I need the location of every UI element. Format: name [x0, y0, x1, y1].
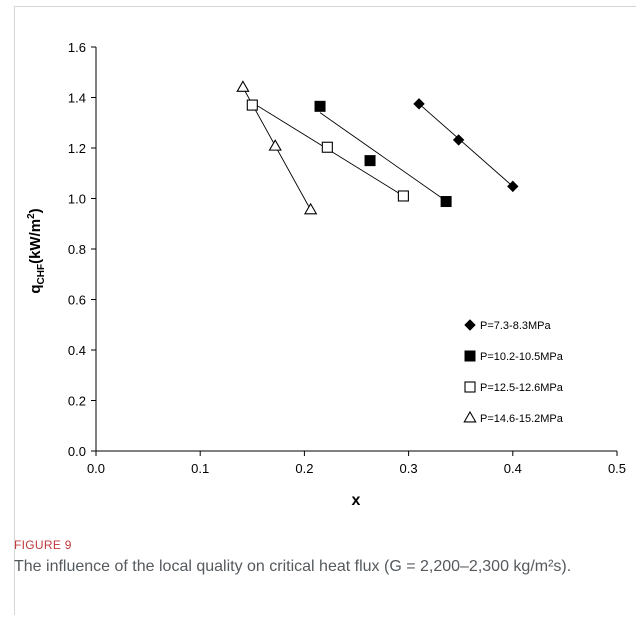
- y-tick-label: 1.6: [68, 40, 86, 55]
- y-axis-label: qCHF(kW/m2): [26, 208, 47, 293]
- x-axis-label: x: [352, 492, 361, 509]
- series-4-point: [236, 80, 250, 92]
- y-tick-label: 0.2: [68, 394, 86, 409]
- y-tick-label: 0.4: [68, 343, 86, 358]
- series-2-point: [314, 100, 326, 112]
- series-1-point: [413, 98, 425, 110]
- chart-ticks: 0.0 0.1 0.2 0.3 0.4 0.5 0.0 0.2 0.4 0.6 0.8 1.0 1.2 1…: [68, 40, 626, 476]
- x-tick-label: 0.2: [295, 461, 313, 476]
- chart: 0.0 0.1 0.2 0.3 0.4 0.5 0.0 0.2 0.4 0.6 0.8 1.0 1.2 1…: [26, 40, 626, 509]
- y-tick-label: 0.0: [68, 444, 86, 459]
- legend-label-2: P=10.2-10.5MPa: [480, 351, 564, 363]
- y-axis-label-subscript: CHF: [36, 264, 47, 285]
- y-axis-label-close: ): [27, 208, 44, 213]
- series-2-point: [440, 196, 452, 208]
- series-4-point: [268, 139, 282, 151]
- figure-frame-left: [14, 6, 15, 615]
- x-tick-label: 0.4: [504, 461, 522, 476]
- series-4-point: [304, 202, 318, 215]
- y-tick-label: 1.4: [68, 91, 86, 106]
- y-axis-label-unit: (kW/m: [27, 219, 44, 264]
- figure-frame-top: [14, 6, 636, 7]
- y-axis-label-symbol: q: [27, 284, 44, 293]
- legend-marker-4: [463, 410, 477, 423]
- series-3-point: [397, 190, 409, 202]
- y-tick-label: 1.0: [68, 192, 86, 207]
- series-3-point: [321, 141, 333, 153]
- figure-label: FIGURE 9: [14, 538, 72, 552]
- legend-label-3: P=12.5-12.6MPa: [480, 382, 564, 394]
- series-3-point: [246, 99, 258, 111]
- x-tick-label: 0.1: [191, 461, 209, 476]
- y-tick-label: 0.6: [68, 293, 86, 308]
- series-2-fit-line: [319, 112, 447, 202]
- legend-label-1: P=7.3-8.3MPa: [480, 320, 552, 332]
- legend-marker-1: [464, 319, 476, 331]
- series-1-fit-line: [418, 103, 514, 187]
- series-2-point: [364, 155, 376, 167]
- y-axis-label-superscript: 2: [26, 213, 37, 219]
- y-tick-label: 1.2: [68, 141, 86, 156]
- chart-points: [236, 80, 519, 215]
- chart-fit-lines: [242, 87, 514, 211]
- figure-caption: The influence of the local quality on cr…: [14, 558, 572, 575]
- x-tick-label: 0.3: [400, 461, 418, 476]
- series-1-point: [507, 180, 519, 193]
- x-tick-label: 0.0: [87, 461, 105, 476]
- legend-label-4: P=14.6-15.2MPa: [480, 413, 564, 425]
- legend-marker-2: [464, 350, 476, 362]
- series-1-point: [452, 134, 465, 146]
- chart-legend: P=7.3-8.3MPa P=10.2-10.5MPa P=12.5-12.6MPa…: [463, 319, 564, 425]
- x-tick-label: 0.5: [608, 461, 626, 476]
- legend-marker-3: [464, 381, 476, 393]
- y-tick-label: 0.8: [68, 242, 86, 257]
